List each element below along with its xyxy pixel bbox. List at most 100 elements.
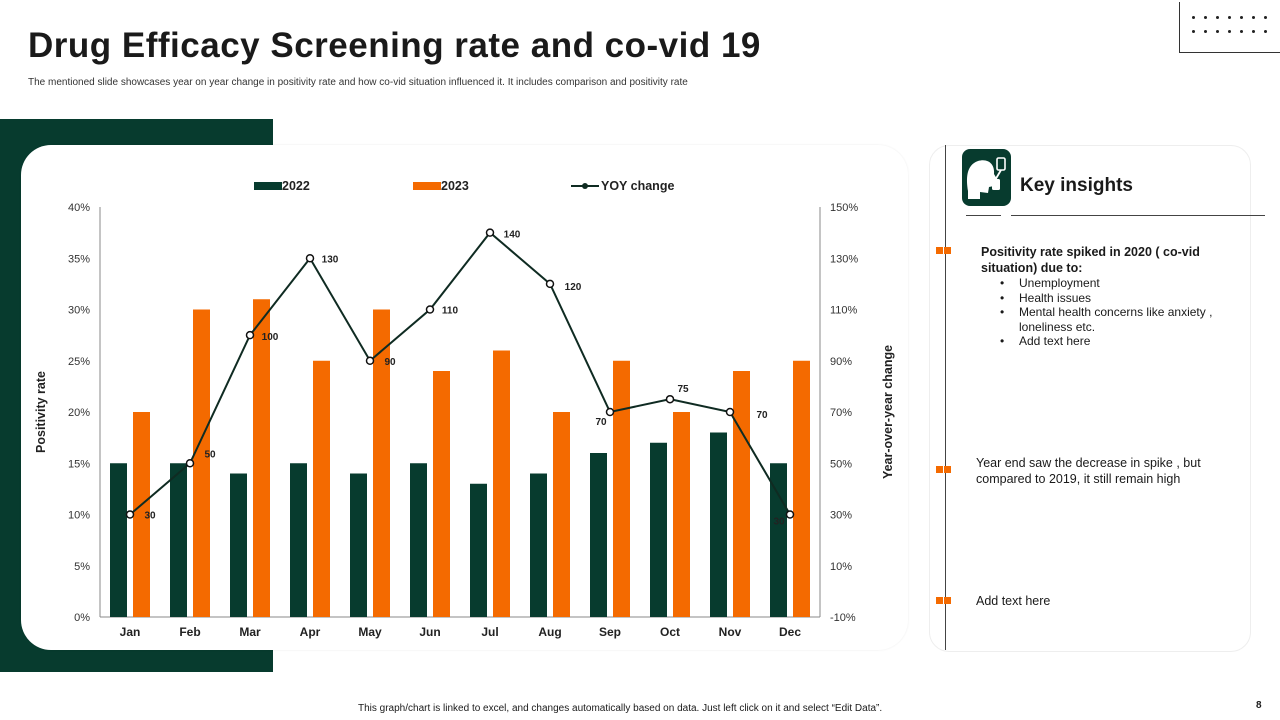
bar-2022 [290, 463, 307, 617]
decorative-dot [1228, 16, 1231, 19]
decorative-dot [1264, 16, 1267, 19]
y-tick-label: 10% [68, 510, 90, 522]
x-tick-label: Feb [179, 625, 200, 639]
decorative-dot [1204, 30, 1207, 33]
bar-2023 [193, 309, 210, 617]
y2-axis-title: Year-over-year change [881, 345, 895, 479]
decorative-dot [1228, 30, 1231, 33]
y-tick-label: 15% [68, 458, 90, 470]
timeline-line [945, 145, 946, 650]
yoy-point [305, 254, 315, 263]
bar-2022 [410, 463, 427, 617]
data-label: 140 [504, 230, 521, 241]
bar-2022 [710, 432, 727, 617]
x-tick-label: Apr [300, 625, 321, 639]
bar-2023 [673, 412, 690, 617]
y2-tick-label: 10% [830, 561, 852, 573]
yoy-point [245, 330, 255, 340]
data-label: 130 [322, 254, 339, 265]
yoy-point [725, 407, 735, 417]
bar-2023 [493, 350, 510, 617]
legend-swatch-marker [582, 183, 588, 189]
x-tick-label: Aug [538, 625, 561, 639]
yoy-point [425, 305, 435, 314]
divider-long [1011, 215, 1265, 216]
decorative-dot [1216, 30, 1219, 33]
x-tick-label: Mar [239, 625, 261, 639]
insights-card [929, 145, 1251, 652]
bar-2023 [313, 360, 330, 617]
data-label: 120 [565, 282, 582, 293]
list-item: Add text here [1000, 334, 1234, 349]
x-tick-label: Jun [419, 625, 440, 639]
footer-note: This graph/chart is linked to excel, and… [358, 703, 883, 714]
yoy-point [785, 510, 795, 519]
bullet-marker [936, 247, 952, 254]
y2-tick-label: 90% [830, 356, 852, 368]
yoy-point [665, 394, 675, 404]
divider-short [966, 215, 1001, 216]
yoy-point [545, 279, 555, 289]
x-tick-label: Oct [660, 625, 680, 639]
bar-2023 [613, 360, 630, 617]
bar-2022 [470, 483, 487, 617]
y2-tick-label: 110% [830, 305, 858, 317]
bullet-marker [936, 597, 952, 604]
bar-2022 [170, 463, 187, 617]
bar-2023 [373, 309, 390, 617]
insight-bullet-list: Unemployment Health issues Mental health… [1000, 276, 1234, 349]
y2-tick-label: 70% [830, 407, 852, 419]
yoy-point [365, 356, 375, 365]
data-label: 100 [262, 332, 279, 343]
decorative-dot [1216, 16, 1219, 19]
y-tick-label: 40% [68, 202, 90, 214]
insight-heading: Positivity rate spiked in 2020 ( co-vid … [981, 245, 1200, 275]
yoy-point [185, 459, 195, 468]
decorative-dot [1204, 16, 1207, 19]
decorative-dot [1240, 30, 1243, 33]
decorative-dot [1192, 30, 1195, 33]
legend-label: 2022 [282, 179, 310, 193]
data-label: 70 [756, 410, 768, 421]
y-tick-label: 25% [68, 356, 90, 368]
bullet-marker [936, 466, 952, 473]
bar-2023 [793, 360, 810, 617]
data-label: 90 [384, 357, 396, 368]
page-number: 8 [1256, 700, 1262, 711]
bar-2022 [530, 473, 547, 617]
medical-swab-test-icon [962, 149, 1011, 206]
bar-2022 [650, 442, 667, 617]
legend-label: 2023 [441, 179, 469, 193]
x-tick-label: Jan [120, 625, 141, 639]
decorative-dot [1192, 16, 1195, 19]
y-tick-label: 20% [68, 407, 90, 419]
y2-tick-label: 130% [830, 253, 858, 265]
bar-2023 [133, 412, 150, 617]
bar-2022 [110, 463, 127, 617]
bar-2022 [350, 473, 367, 617]
data-label: 30 [144, 511, 156, 522]
x-tick-label: Jul [481, 625, 498, 639]
bar-2023 [253, 299, 270, 617]
y-tick-label: 5% [74, 561, 90, 573]
x-tick-label: Nov [719, 625, 742, 639]
bar-2023 [733, 371, 750, 617]
data-label: 30 [773, 517, 785, 528]
bar-2023 [553, 412, 570, 617]
legend-swatch-2022 [254, 182, 282, 190]
legend-swatch-2023 [413, 182, 441, 190]
y2-tick-label: 150% [830, 202, 858, 214]
yoy-point [485, 228, 495, 237]
data-label: 75 [677, 384, 689, 395]
y-tick-label: 30% [68, 305, 90, 317]
list-item: Health issues [1000, 291, 1234, 306]
decorative-dot [1252, 30, 1255, 33]
decorative-dots-box [1179, 2, 1280, 53]
y-tick-label: 0% [74, 612, 90, 624]
data-label: 50 [204, 449, 216, 460]
y-axis-title: Positivity rate [34, 371, 48, 453]
bar-2023 [433, 371, 450, 617]
y2-tick-label: -10% [830, 612, 856, 624]
yoy-change-line [129, 231, 791, 516]
